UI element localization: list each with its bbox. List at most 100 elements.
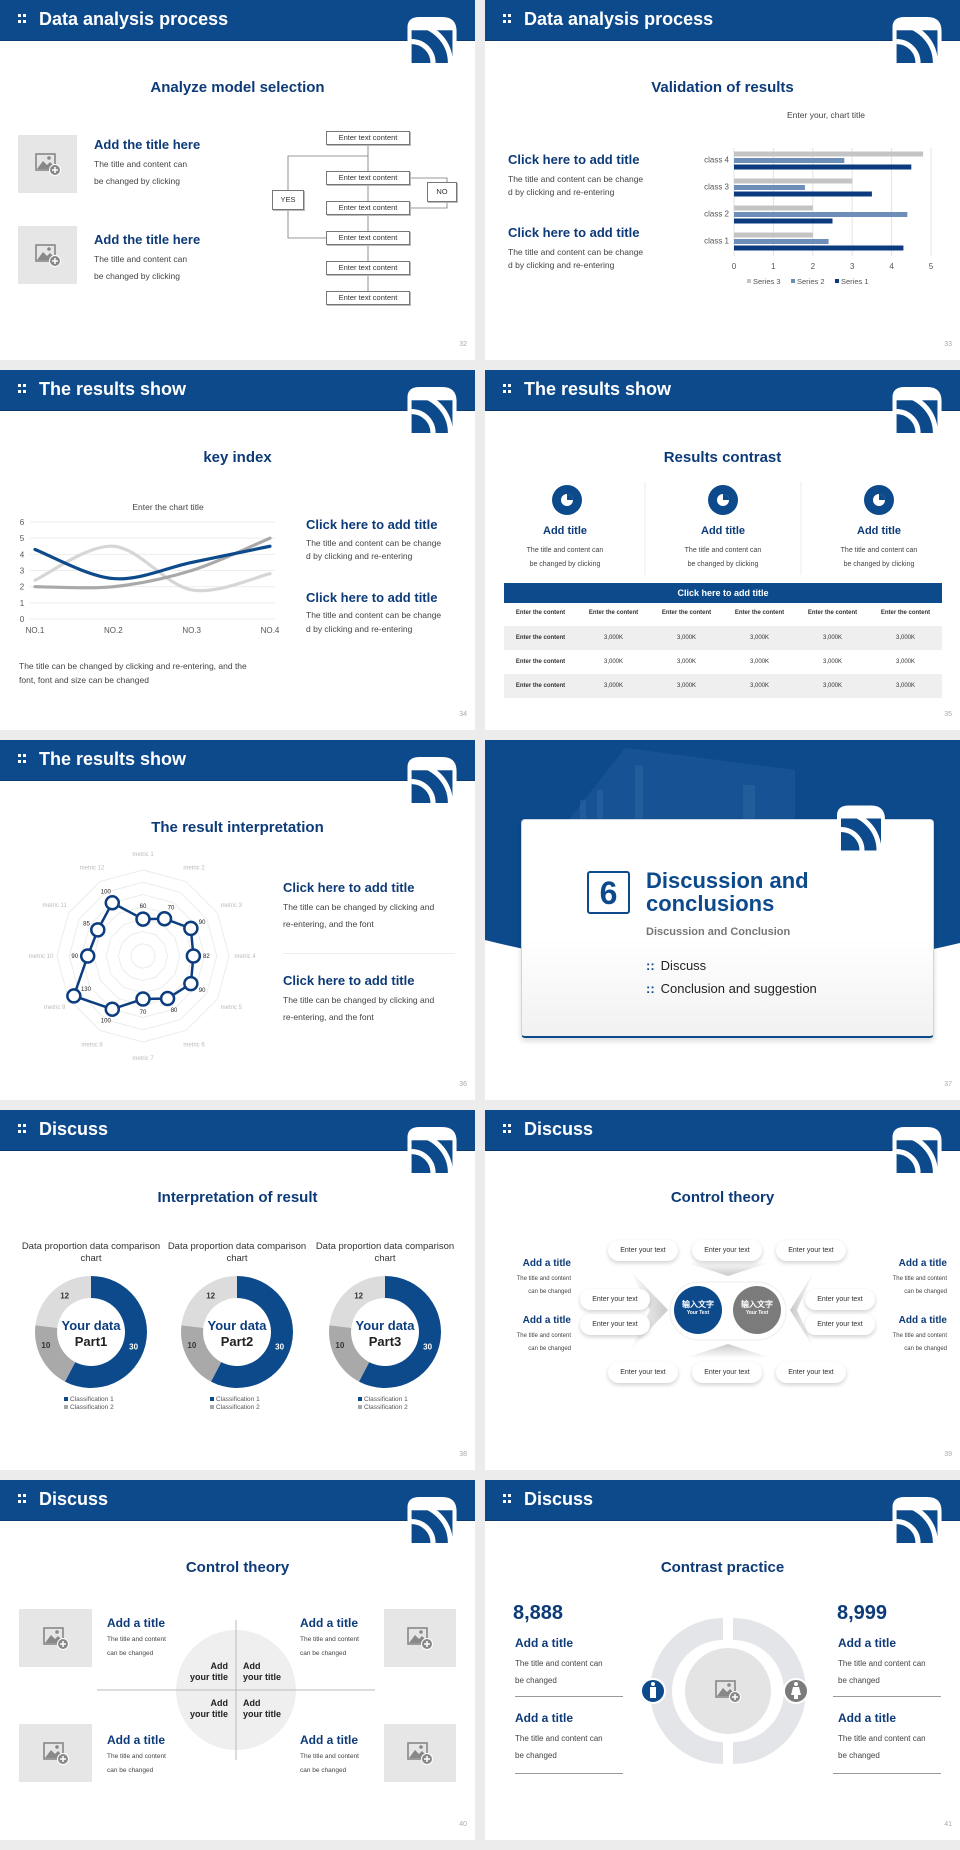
text-pill[interactable]: Enter your text [692, 1362, 762, 1383]
x-tick-label: NO.4 [261, 626, 280, 635]
item-title[interactable]: Click here to add title [306, 517, 438, 532]
image-placeholder[interactable] [19, 1724, 92, 1782]
header-title: Data analysis process [39, 9, 229, 29]
logo-icon [890, 1497, 942, 1544]
item-title[interactable]: Add a title [300, 1616, 359, 1630]
item-title[interactable]: Add a title [107, 1733, 166, 1747]
radar-axis-label: metric 2 [183, 866, 205, 872]
chart-title: Data proportion data comparison chart [315, 1241, 455, 1264]
item-title[interactable]: Add a title [515, 1636, 574, 1650]
donut-center-label: Your data Part1 [56, 1318, 126, 1350]
image-placeholder[interactable] [18, 135, 77, 193]
slide-39[interactable]: Discuss Control theory 输入文字 Your Text 输入文… [485, 1110, 960, 1470]
text-pill[interactable]: Enter your text [580, 1314, 650, 1335]
item-title[interactable]: Add a title [898, 1258, 947, 1269]
table-row[interactable] [504, 626, 942, 650]
flow-step[interactable]: Enter text content [326, 291, 410, 305]
flow-step[interactable]: Enter text content [326, 231, 410, 245]
item-title[interactable]: Add a title [107, 1616, 166, 1630]
radar-gridline [81, 894, 205, 1018]
bar [734, 185, 805, 190]
item-title[interactable]: Add a title [898, 1315, 947, 1326]
flow-yes-box[interactable]: YES [272, 190, 304, 210]
slide-38[interactable]: Discuss Interpretation of result 30 10 12 3… [0, 1110, 475, 1470]
image-placeholder[interactable] [384, 1609, 456, 1667]
text-pill[interactable]: Enter your text [805, 1314, 875, 1335]
quadrant-label[interactable]: Add your title [176, 1698, 228, 1720]
donut-value-label: 30 [275, 1343, 284, 1352]
item-text: d by clicking and re-entering [306, 551, 413, 561]
text-pill[interactable]: Enter your text [608, 1362, 678, 1383]
item-title[interactable]: Add a title [838, 1636, 897, 1650]
table-row[interactable] [504, 650, 942, 674]
item-title[interactable]: Add a title [515, 1711, 574, 1725]
image-placeholder[interactable] [19, 1609, 92, 1667]
donut-center-label: Your data Part2 [202, 1318, 272, 1350]
flow-step[interactable]: Enter text content [326, 171, 410, 185]
dots-icon [18, 754, 26, 764]
quadrant-line: your title [243, 1672, 282, 1682]
slide-41[interactable]: Discuss Contrast practice 8,888 8,999 Ad… [485, 1480, 960, 1840]
flow-no-box[interactable]: NO [427, 182, 457, 202]
item-title[interactable]: Add a title [300, 1733, 359, 1747]
item-title[interactable]: Add a title [522, 1258, 571, 1269]
slide-34[interactable]: The results show key index Enter the cha… [0, 370, 475, 730]
bullet-item[interactable]: :: Discuss [646, 958, 706, 973]
table-cell: Enter the content [515, 683, 566, 689]
column-title[interactable]: Add title [857, 525, 901, 537]
item-title[interactable]: Click here to add title [283, 973, 415, 988]
chart-title: Data proportion data comparison chart [167, 1241, 307, 1264]
x-tick-label: 2 [811, 262, 816, 271]
page-number: 41 [944, 1821, 952, 1828]
image-placeholder[interactable] [384, 1724, 456, 1782]
text-pill[interactable]: Enter your text [776, 1240, 846, 1261]
radar-value-label: 100 [101, 890, 112, 896]
slide-33[interactable]: Data analysis process Validation of resu… [485, 0, 960, 360]
dots-icon: :: [646, 958, 655, 973]
column-title[interactable]: Add title [543, 525, 587, 537]
section-subtitle: Discussion and Conclusion [646, 926, 791, 938]
slide-35[interactable]: The results show Results contrast Add ti… [485, 370, 960, 730]
slide-37-section[interactable]: 6 Discussion and conclusions Discussion a… [485, 740, 960, 1100]
radar-value-label: 80 [171, 1008, 178, 1014]
item-title[interactable]: Click here to add title [508, 225, 640, 240]
text-pill[interactable]: Enter your text [608, 1240, 678, 1261]
text-pill[interactable]: Enter your text [805, 1289, 875, 1310]
item-title[interactable]: Add a title [522, 1315, 571, 1326]
flow-step[interactable]: Enter text content [326, 131, 410, 145]
image-placeholder[interactable] [710, 1676, 746, 1706]
item-title[interactable]: Click here to add title [283, 880, 415, 895]
bullet-item[interactable]: :: Conclusion and suggestion [646, 981, 817, 996]
table-title[interactable]: Click here to add title [504, 583, 942, 603]
item-title[interactable]: Click here to add title [306, 590, 438, 605]
legend-item: Classification 1 [210, 1396, 260, 1404]
radar-value-label: 85 [83, 921, 90, 927]
center-node-cn: 输入文字 [682, 1300, 714, 1309]
image-placeholder[interactable] [18, 226, 77, 284]
item-title[interactable]: Add a title [838, 1711, 897, 1725]
table-row[interactable] [504, 674, 942, 698]
radar-point [104, 895, 121, 911]
flow-step[interactable]: Enter text content [326, 261, 410, 275]
x-tick-label: NO.2 [104, 626, 123, 635]
quadrant-label[interactable]: Add your title [243, 1698, 295, 1720]
text-pill[interactable]: Enter your text [776, 1362, 846, 1383]
flow-step[interactable]: Enter text content [326, 201, 410, 215]
slide-36[interactable]: The results show The result interpretati… [0, 740, 475, 1100]
slide-40[interactable]: Discuss Control theory Add a title The t… [0, 1480, 475, 1840]
item-title[interactable]: Click here to add title [508, 152, 640, 167]
slide-32[interactable]: Data analysis process Analyze model sele… [0, 0, 475, 360]
text-pill[interactable]: Enter your text [580, 1289, 650, 1310]
text-pill[interactable]: Enter your text [692, 1240, 762, 1261]
center-node-gray[interactable]: 输入文字 Your Text [733, 1299, 781, 1316]
column-title[interactable]: Add title [701, 525, 745, 537]
item-title[interactable]: Add the title here [94, 232, 201, 247]
quadrant-line: Add [243, 1661, 261, 1671]
pie-chart-icon [708, 485, 738, 515]
quadrant-label[interactable]: Add your title [243, 1661, 295, 1683]
legend-swatch [835, 279, 839, 283]
item-title[interactable]: Add the title here [94, 137, 201, 152]
quadrant-label[interactable]: Add your title [176, 1661, 228, 1683]
center-node-blue[interactable]: 输入文字 Your Text [674, 1299, 722, 1316]
radar-axis-label: metric 1 [132, 852, 154, 858]
